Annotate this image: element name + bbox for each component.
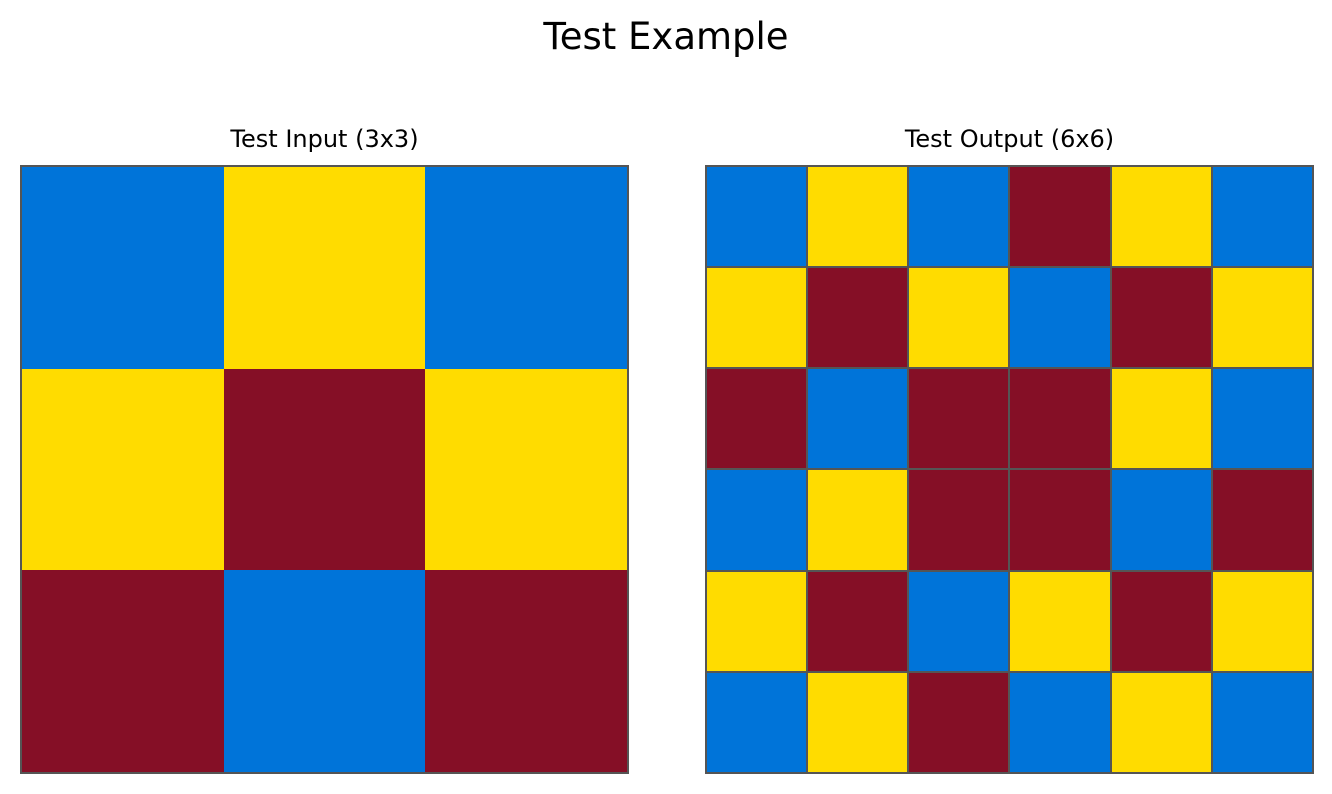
output-cell-r0-c5 [1212,167,1312,267]
output-cell-r2-c2 [909,369,1009,469]
output-cell-r0-c2 [909,167,1009,267]
output-cell-r0-c4 [1111,167,1211,267]
output-cell-r5-c4 [1111,672,1211,772]
input-cell-r0-c2 [425,167,627,369]
output-cell-r4-c4 [1111,571,1211,671]
output-cell-r3-c1 [808,470,908,570]
output-cell-r3-c5 [1212,470,1312,570]
output-cell-r5-c3 [1010,672,1110,772]
input-cell-r2-c0 [22,570,224,772]
output-cell-r1-c4 [1111,268,1211,368]
output-cell-r2-c4 [1111,369,1211,469]
output-cell-r4-c3 [1010,571,1110,671]
output-cell-r4-c5 [1212,571,1312,671]
output-cell-r5-c1 [808,672,908,772]
figure-title: Test Example [543,15,789,58]
output-cell-r0-c1 [808,167,908,267]
output-cell-r0-c3 [1010,167,1110,267]
output-cell-r1-c2 [909,268,1009,368]
output-cell-r5-c2 [909,672,1009,772]
output-cell-r2-c0 [707,369,807,469]
input-cell-r0-c1 [223,167,426,369]
input-cell-r2-c2 [425,570,627,772]
output-cell-r1-c0 [707,268,807,368]
output-cell-r2-c3 [1010,369,1110,469]
output-cell-r4-c0 [707,571,807,671]
output-cell-r5-c5 [1212,672,1312,772]
output-grid [705,165,1314,774]
output-cell-r0-c0 [707,167,807,267]
output-panel-title: Test Output (6x6) [904,125,1115,153]
input-cell-r1-c2 [425,368,627,571]
output-cell-r1-c5 [1212,268,1312,368]
input-cell-r0-c0 [22,167,224,369]
output-cell-r3-c4 [1111,470,1211,570]
output-cell-r5-c0 [707,672,807,772]
input-panel-title: Test Input (3x3) [230,125,419,153]
output-cell-r2-c5 [1212,369,1312,469]
input-cell-r1-c0 [22,368,224,571]
output-cell-r4-c2 [909,571,1009,671]
output-cell-r1-c1 [808,268,908,368]
output-cell-r3-c0 [707,470,807,570]
input-cell-r1-c1 [223,368,426,571]
output-cell-r1-c3 [1010,268,1110,368]
input-grid [20,165,629,774]
output-cell-r3-c2 [909,470,1009,570]
output-cell-r2-c1 [808,369,908,469]
output-cell-r4-c1 [808,571,908,671]
input-cell-r2-c1 [223,570,426,772]
output-cell-r3-c3 [1010,470,1110,570]
